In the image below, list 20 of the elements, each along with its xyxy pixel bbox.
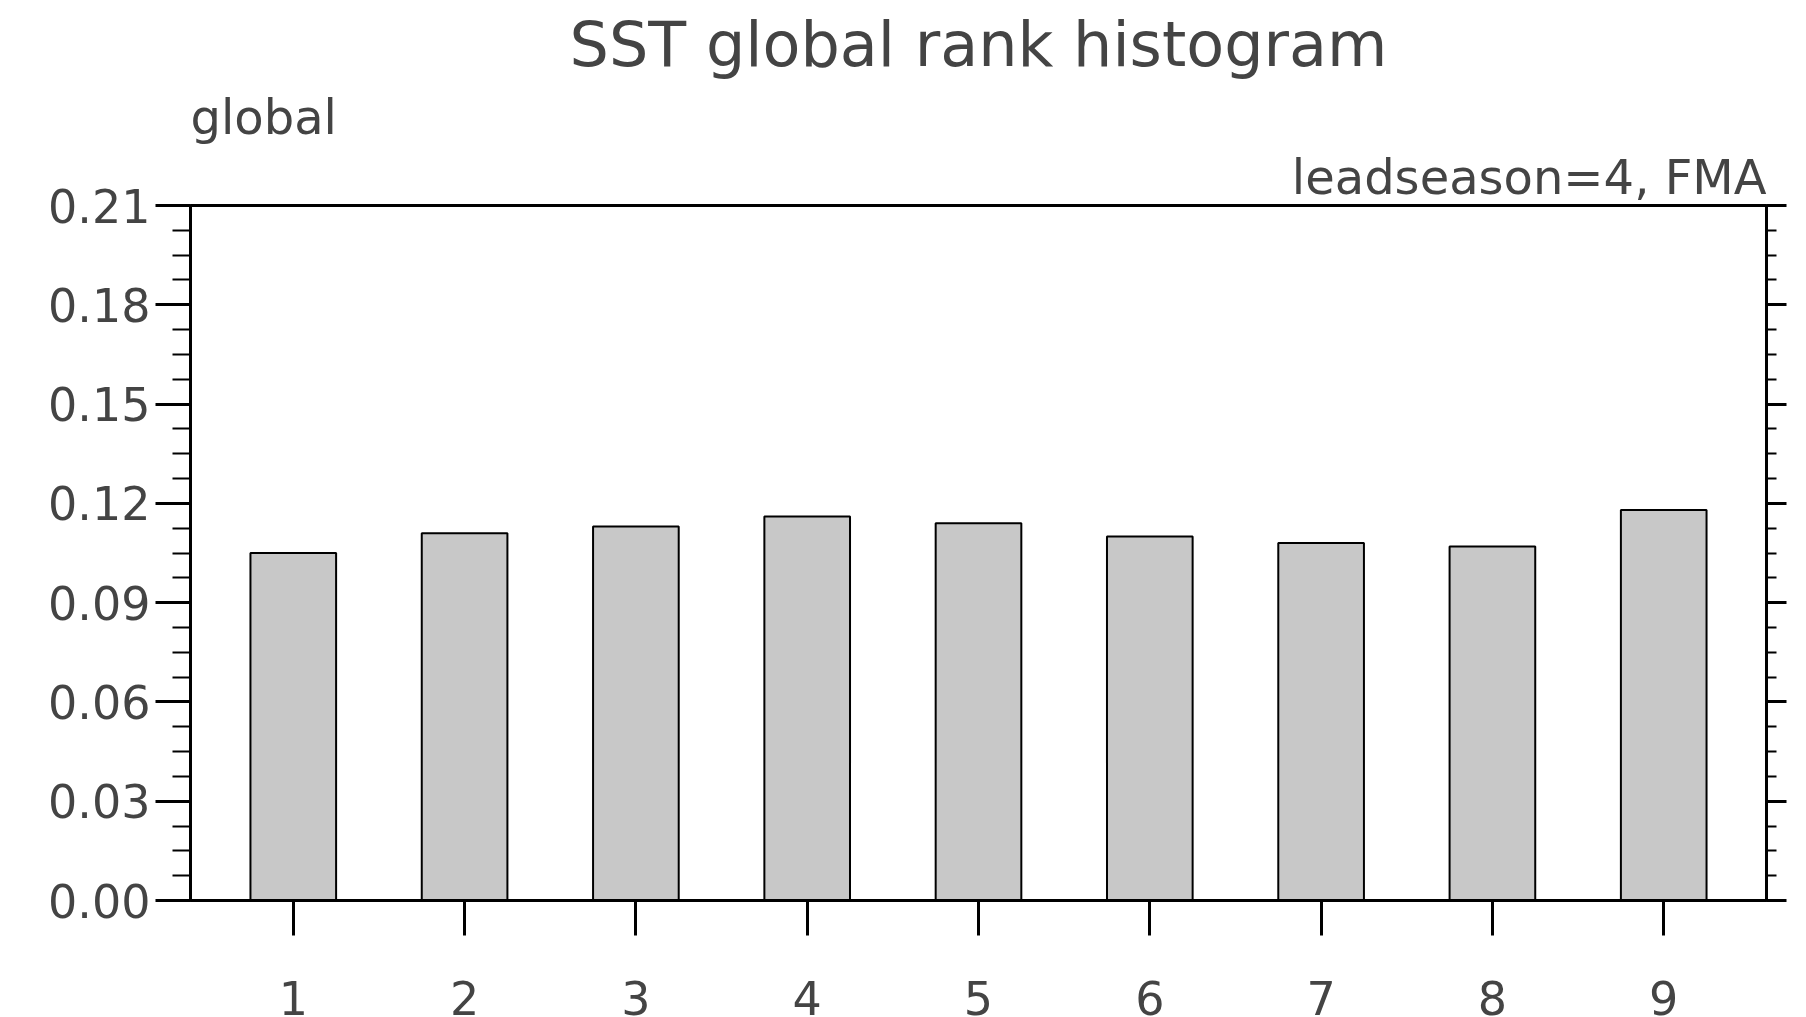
text: global xyxy=(190,88,337,145)
y-tick-label: 0.12 xyxy=(48,477,151,532)
y-tick-label: 0.03 xyxy=(48,775,151,830)
chart-title: SST global rank histogram xyxy=(569,7,1388,81)
y-tick-label: 0.09 xyxy=(48,576,151,631)
y-tick-label: 0.00 xyxy=(48,874,151,929)
text: leadseason=4, FMA xyxy=(1291,148,1767,205)
x-tick-label: 8 xyxy=(1477,971,1508,1017)
y-tick-label: 0.21 xyxy=(48,179,151,234)
x-tick-label: 3 xyxy=(621,971,651,1017)
x-tick-label: 9 xyxy=(1649,971,1679,1017)
x-tick-label: 5 xyxy=(963,971,994,1017)
y-tick-label: 0.06 xyxy=(48,675,151,730)
x-tick-label: 6 xyxy=(1135,971,1165,1017)
y-tick-label: 0.15 xyxy=(48,378,151,433)
x-tick-label: 1 xyxy=(278,971,308,1017)
x-tick-label: 2 xyxy=(449,971,480,1017)
x-tick-label: 4 xyxy=(792,971,822,1017)
x-tick-label: 7 xyxy=(1306,971,1336,1017)
y-tick-label: 0.18 xyxy=(48,278,151,333)
